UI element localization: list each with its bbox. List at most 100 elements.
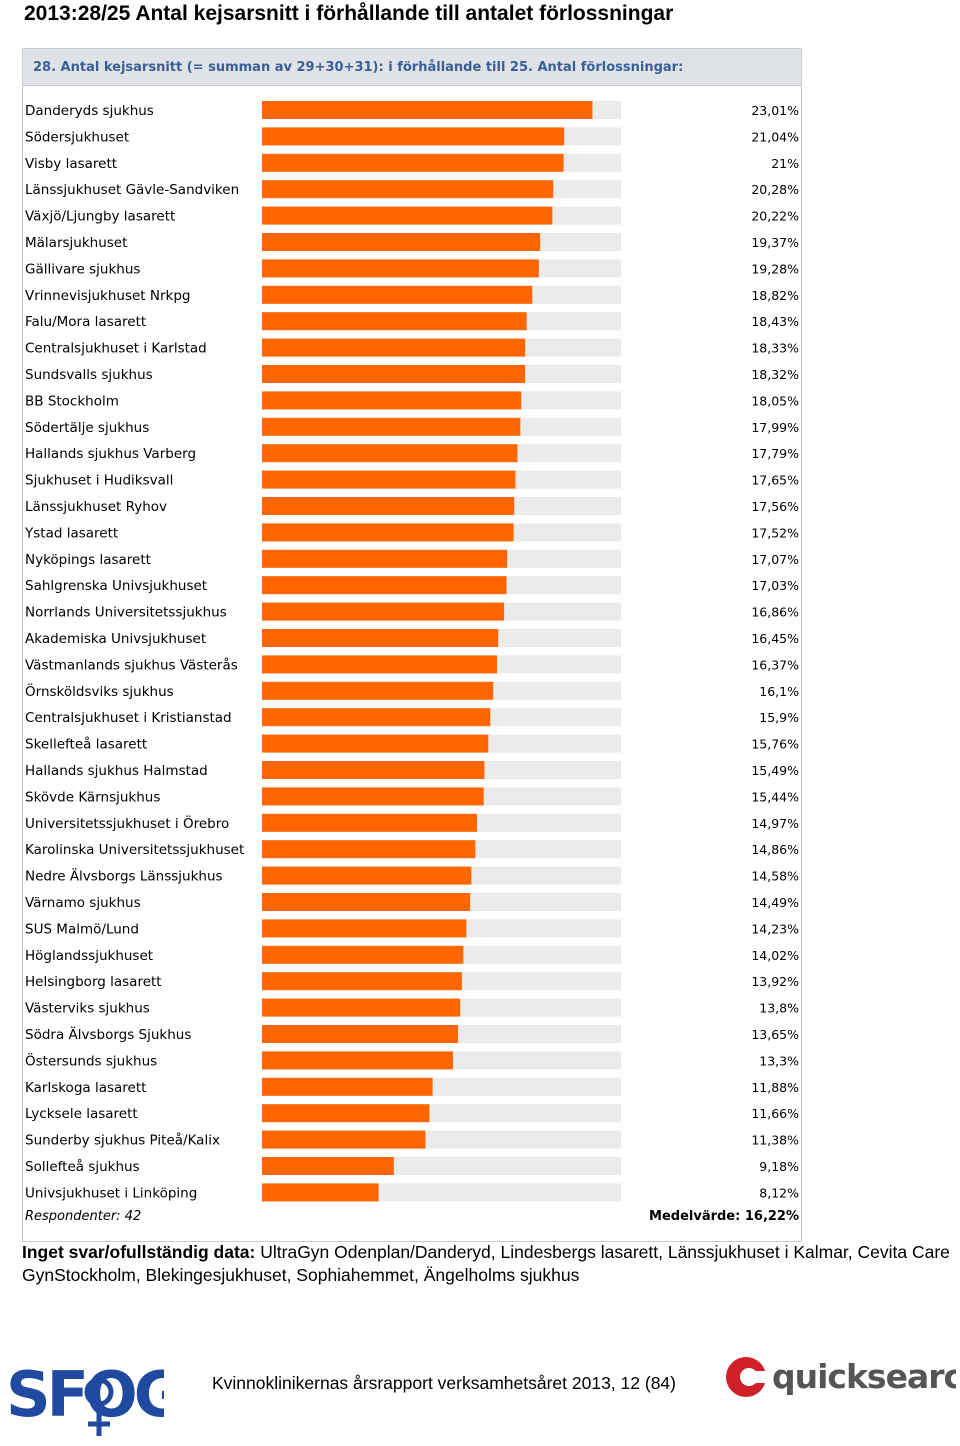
missing-data-label: Inget svar/ofullständig data: xyxy=(22,1242,256,1262)
sfog-logo: SFOG xyxy=(6,1358,164,1436)
value-label: 17,56% xyxy=(751,499,799,514)
value-label: 23,01% xyxy=(751,103,799,118)
value-label: 19,37% xyxy=(751,235,799,250)
bar xyxy=(262,813,477,832)
category-label: Univsjukhuset i Linköping xyxy=(25,1185,197,1201)
value-label: 11,88% xyxy=(751,1080,799,1095)
category-label: Östersunds sjukhus xyxy=(25,1051,157,1069)
bar xyxy=(262,444,518,463)
category-label: Centralsjukhuset i Kristianstad xyxy=(25,710,232,726)
bar-chart: Danderyds sjukhus 23,01% Södersjukhuset 21,… xyxy=(24,101,799,1202)
value-label: 16,86% xyxy=(751,605,799,620)
value-label: 14,02% xyxy=(751,948,799,963)
bar xyxy=(262,101,593,119)
bar xyxy=(262,391,522,410)
value-label: 11,38% xyxy=(751,1133,799,1148)
category-label: Södersjukhuset xyxy=(25,129,129,145)
category-label: Norrlands Universitetssjukhus xyxy=(25,605,227,621)
footer-report-text: Kvinnokliniker­nas årsrapport verksamhet… xyxy=(212,1373,676,1393)
category-label: Hallands sjukhus Varberg xyxy=(25,446,196,462)
value-label: 15,9% xyxy=(759,710,799,725)
value-label: 18,32% xyxy=(751,367,799,382)
missing-data-list: UltraGyn Odenplan/Danderyd, Lindesbergs … xyxy=(22,1242,950,1285)
chart-header: 28. Antal kejsarsnitt (= summan av 29+30… xyxy=(23,49,801,86)
category-label: Sunderby sjukhus Piteå/Kalix xyxy=(25,1132,220,1149)
category-label: BB Stockholm xyxy=(25,393,119,409)
value-label: 17,03% xyxy=(751,578,799,593)
category-label: Danderyds sjukhus xyxy=(25,103,154,119)
respondents-label: Respondenter: 42 xyxy=(25,1209,142,1224)
value-label: 15,76% xyxy=(751,737,799,752)
value-label: 16,1% xyxy=(759,684,799,699)
bar xyxy=(262,761,485,779)
bar xyxy=(262,312,527,331)
bar xyxy=(262,655,498,674)
bar xyxy=(262,1025,459,1043)
bar xyxy=(262,998,461,1017)
value-label: 20,22% xyxy=(751,209,799,224)
category-label: Karolinska Universitetssjukhuset xyxy=(25,842,244,858)
category-label: SUS Malmö/Lund xyxy=(25,921,139,937)
bar xyxy=(262,681,494,700)
category-label: Sjukhuset i Hudiksvall xyxy=(25,473,173,489)
value-label: 13,8% xyxy=(759,1001,799,1016)
bar xyxy=(262,866,472,885)
category-label: Västerviks sjukhus xyxy=(25,1001,150,1017)
mean-value-label: Medelvärde: 16,22% xyxy=(649,1209,799,1224)
category-label: Höglandssjukhuset xyxy=(25,948,153,964)
category-label: Värnamo sjukhus xyxy=(25,895,141,911)
bar xyxy=(262,1130,426,1149)
bar xyxy=(262,180,554,199)
missing-data-note: Inget svar/ofullständig data: UltraGyn O… xyxy=(22,1241,952,1287)
value-label: 13,65% xyxy=(751,1027,799,1042)
category-label: Helsingborg lasarett xyxy=(25,974,162,990)
value-label: 18,43% xyxy=(751,314,799,329)
value-label: 17,65% xyxy=(751,473,799,488)
bar xyxy=(262,840,476,859)
category-label: Växjö/Ljungby lasarett xyxy=(25,209,175,225)
bar xyxy=(262,629,499,647)
value-label: 14,49% xyxy=(751,895,799,910)
bar xyxy=(262,365,526,383)
value-label: 15,49% xyxy=(751,763,799,778)
bar xyxy=(262,470,516,489)
value-label: 13,92% xyxy=(751,974,799,989)
bar xyxy=(262,734,489,753)
bar xyxy=(262,233,541,251)
bar xyxy=(262,1077,433,1096)
bar xyxy=(262,338,526,357)
value-label: 14,86% xyxy=(751,842,799,857)
value-label: 14,97% xyxy=(751,816,799,831)
quicksearch-logo: quicksearch xyxy=(726,1357,956,1397)
value-label: 18,05% xyxy=(751,393,799,408)
category-label: Vrinnevisjukhuset Nrkpg xyxy=(25,288,191,304)
value-label: 18,82% xyxy=(751,288,799,303)
category-label: Mälarsjukhuset xyxy=(25,235,127,251)
category-label: Ystad lasarett xyxy=(24,525,118,541)
value-label: 21,04% xyxy=(751,129,799,144)
category-label: Skövde Kärnsjukhus xyxy=(25,789,160,805)
bar xyxy=(262,787,484,806)
bar xyxy=(262,919,467,938)
bar xyxy=(262,1183,379,1202)
bar xyxy=(262,576,507,595)
category-label: Centralsjukhuset i Karlstad xyxy=(25,341,207,357)
category-label: Länssjukhuset Ryhov xyxy=(25,499,167,515)
bar xyxy=(262,523,514,542)
category-label: Södertälje sjukhus xyxy=(25,420,149,436)
page-title: 2013:28/25 Antal kejsarsnitt i förhållan… xyxy=(24,2,674,25)
bar xyxy=(262,972,462,991)
bar xyxy=(262,127,565,146)
value-label: 21% xyxy=(771,156,799,171)
category-label: Sahlgrenska Univsjukhuset xyxy=(25,578,207,594)
bar xyxy=(262,417,521,436)
value-label: 15,44% xyxy=(751,789,799,804)
bar xyxy=(262,945,464,964)
category-label: Skellefteå lasarett xyxy=(25,736,147,753)
quicksearch-logo-text: quicksearch xyxy=(772,1357,956,1396)
category-label: Akademiska Univsjukhuset xyxy=(25,631,206,647)
category-label: Lycksele lasarett xyxy=(25,1106,138,1122)
category-label: Gällivare sjukhus xyxy=(25,261,140,277)
value-label: 18,33% xyxy=(751,341,799,356)
chart-panel: 28. Antal kejsarsnitt (= summan av 29+30… xyxy=(22,48,802,1242)
